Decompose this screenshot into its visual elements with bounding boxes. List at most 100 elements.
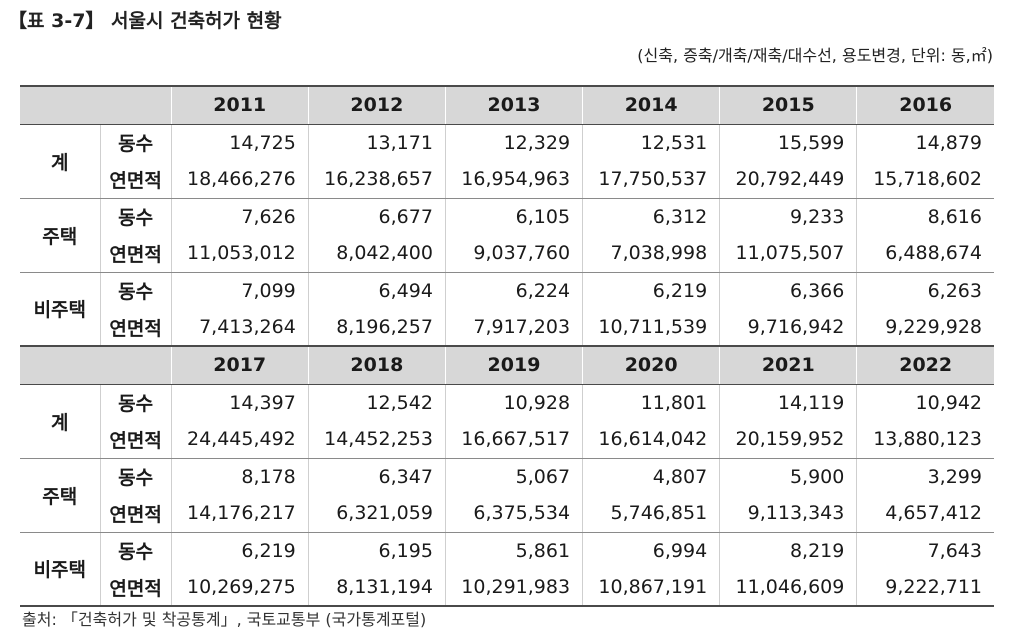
value-cell: 10,711,539 (582, 309, 720, 347)
year-header-row: 2017 2018 2019 2020 2021 2022 (20, 345, 994, 385)
table-title: 【표 3-7】 서울시 건축허가 현황 (8, 10, 282, 32)
unit-note: (신축, 증축/개축/재축/대수선, 용도변경, 단위: 동,㎡) (637, 46, 993, 65)
table-row: 계 동수 14,397 12,542 10,928 11,801 14,119 10,942 (20, 384, 994, 459)
value-cell: 13,171 (307, 124, 446, 161)
value-cell: 6,195 (307, 532, 446, 569)
value-cell: 8,042,400 (307, 235, 446, 273)
value-cell: 7,917,203 (444, 309, 583, 347)
metric-label: 연면적 (99, 161, 172, 199)
value-cell: 3,299 (856, 458, 994, 495)
value-cell: 6,312 (582, 198, 720, 235)
year-header: 2018 (307, 345, 446, 385)
year-header: 2014 (582, 85, 720, 125)
value-cell: 14,119 (719, 384, 857, 421)
value-cell: 14,879 (856, 124, 994, 161)
value-cell: 6,105 (444, 198, 583, 235)
value-cell: 14,397 (170, 384, 309, 421)
metric-label: 연면적 (99, 569, 172, 607)
year-header: 2012 (307, 85, 446, 125)
year-header: 2013 (444, 85, 583, 125)
metric-label: 동수 (99, 124, 172, 161)
category-label: 비주택 (20, 272, 101, 347)
value-cell: 10,291,983 (444, 569, 583, 607)
value-cell: 9,716,942 (719, 309, 857, 347)
value-cell: 5,900 (719, 458, 857, 495)
value-cell: 9,233 (719, 198, 857, 235)
metric-label: 연면적 (99, 309, 172, 347)
table-row: 연면적 11,053,012 8,042,400 9,037,760 7,038,998… (20, 235, 994, 273)
value-cell: 4,807 (582, 458, 720, 495)
value-cell: 10,269,275 (170, 569, 309, 607)
value-cell: 7,038,998 (582, 235, 720, 273)
value-cell: 7,099 (170, 272, 309, 309)
value-cell: 7,643 (856, 532, 994, 569)
value-cell: 11,801 (582, 384, 720, 421)
year-header: 2019 (444, 345, 583, 385)
value-cell: 16,667,517 (444, 421, 583, 459)
value-cell: 13,880,123 (856, 421, 994, 459)
value-cell: 7,413,264 (170, 309, 309, 347)
table-row: 주택 동수 7,626 6,677 6,105 6,312 9,233 8,616 (20, 198, 994, 273)
value-cell: 6,677 (307, 198, 446, 235)
table-row: 연면적 14,176,217 6,321,059 6,375,534 5,746,851… (20, 495, 994, 533)
value-cell: 4,657,412 (856, 495, 994, 533)
value-cell: 12,542 (307, 384, 446, 421)
category-label: 주택 (20, 458, 101, 533)
metric-label: 연면적 (99, 495, 172, 533)
value-cell: 20,792,449 (719, 161, 857, 199)
table-row: 연면적 7,413,264 8,196,257 7,917,203 10,711,539… (20, 309, 994, 347)
metric-label: 동수 (99, 532, 172, 569)
year-header: 2016 (856, 85, 994, 125)
metric-label: 동수 (99, 458, 172, 495)
year-header: 2021 (719, 345, 857, 385)
value-cell: 16,954,963 (444, 161, 583, 199)
value-cell: 6,494 (307, 272, 446, 309)
value-cell: 6,347 (307, 458, 446, 495)
value-cell: 6,321,059 (307, 495, 446, 533)
value-cell: 12,329 (444, 124, 583, 161)
year-header: 2017 (170, 345, 309, 385)
metric-label: 연면적 (99, 421, 172, 459)
value-cell: 8,178 (170, 458, 309, 495)
value-cell: 18,466,276 (170, 161, 309, 199)
value-cell: 12,531 (582, 124, 720, 161)
metric-label: 동수 (99, 384, 172, 421)
value-cell: 11,075,507 (719, 235, 857, 273)
value-cell: 6,219 (582, 272, 720, 309)
value-cell: 10,928 (444, 384, 583, 421)
value-cell: 16,238,657 (307, 161, 446, 199)
value-cell: 11,046,609 (719, 569, 857, 607)
value-cell: 8,131,194 (307, 569, 446, 607)
value-cell: 14,452,253 (307, 421, 446, 459)
value-cell: 8,196,257 (307, 309, 446, 347)
table-row: 계 동수 14,725 13,171 12,329 12,531 15,599 14,879 (20, 124, 994, 199)
metric-label: 동수 (99, 272, 172, 309)
table-row: 주택 동수 8,178 6,347 5,067 4,807 5,900 3,299 (20, 458, 994, 533)
year-header-row: 2011 2012 2013 2014 2015 2016 (20, 85, 994, 125)
table-row: 연면적 10,269,275 8,131,194 10,291,983 10,867,1… (20, 569, 994, 607)
category-label: 계 (20, 124, 101, 199)
value-cell: 9,037,760 (444, 235, 583, 273)
value-cell: 5,067 (444, 458, 583, 495)
value-cell: 6,263 (856, 272, 994, 309)
metric-label: 연면적 (99, 235, 172, 273)
value-cell: 7,626 (170, 198, 309, 235)
category-label: 비주택 (20, 532, 101, 607)
table-row: 연면적 18,466,276 16,238,657 16,954,963 17,750,… (20, 161, 994, 199)
year-header: 2022 (856, 345, 994, 385)
category-label: 주택 (20, 198, 101, 273)
value-cell: 6,224 (444, 272, 583, 309)
year-header: 2011 (170, 85, 309, 125)
category-label: 계 (20, 384, 101, 459)
value-cell: 8,616 (856, 198, 994, 235)
table-row: 비주택 동수 6,219 6,195 5,861 6,994 8,219 7,643 (20, 532, 994, 607)
value-cell: 17,750,537 (582, 161, 720, 199)
table-row: 비주택 동수 7,099 6,494 6,224 6,219 6,366 6,263 (20, 272, 994, 347)
value-cell: 9,222,711 (856, 569, 994, 607)
value-cell: 20,159,952 (719, 421, 857, 459)
value-cell: 14,725 (170, 124, 309, 161)
value-cell: 6,994 (582, 532, 720, 569)
value-cell: 9,113,343 (719, 495, 857, 533)
value-cell: 9,229,928 (856, 309, 994, 347)
value-cell: 14,176,217 (170, 495, 309, 533)
